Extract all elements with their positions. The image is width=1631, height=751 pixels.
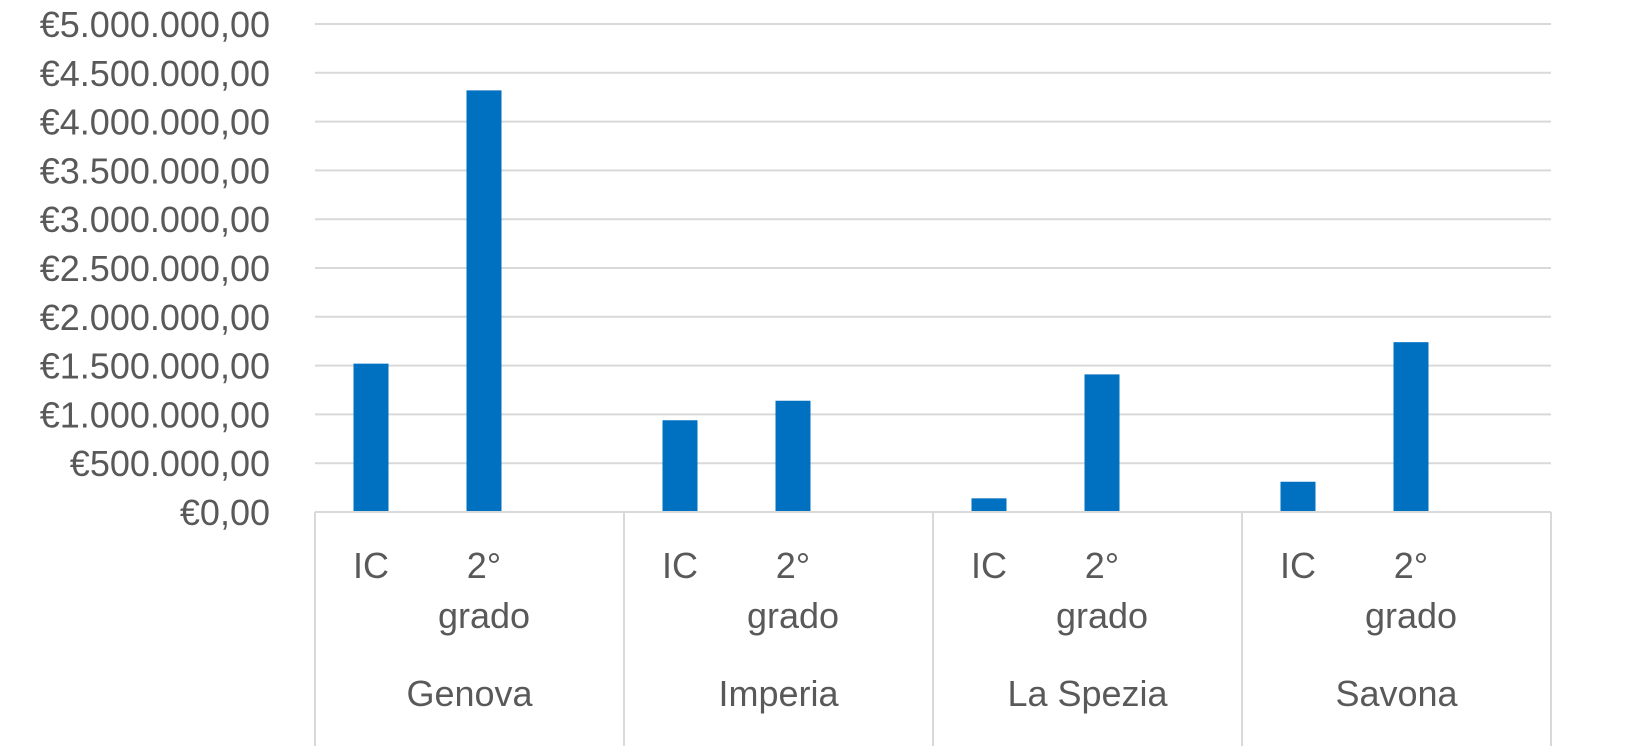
x-category-label: grado xyxy=(747,595,839,636)
bars xyxy=(353,90,1429,513)
x-category-label: IC xyxy=(1280,545,1316,586)
x-group-label: Imperia xyxy=(718,673,839,714)
x-category-label: grado xyxy=(1365,595,1457,636)
x-category-label: 2° xyxy=(467,545,501,586)
bar-la-spezia-ic xyxy=(971,498,1007,512)
y-tick-label: €3.000.000,00 xyxy=(40,199,270,240)
y-tick-label: €1.500.000,00 xyxy=(40,346,270,387)
bar-genova-2-grado xyxy=(466,90,502,513)
y-tick-label: €2.000.000,00 xyxy=(40,297,270,338)
bar-genova-ic xyxy=(353,363,389,512)
x-category-label: IC xyxy=(353,545,389,586)
x-category-label: 2° xyxy=(1085,545,1119,586)
x-category-label: 2° xyxy=(776,545,810,586)
x-category-label: grado xyxy=(438,595,530,636)
x-axis-structure xyxy=(314,511,1552,746)
bar-savona-2-grado xyxy=(1393,342,1429,512)
y-tick-label: €4.000.000,00 xyxy=(40,102,270,143)
bar-imperia-2-grado xyxy=(775,400,811,512)
x-axis-category-labels: IC 2° grado Genova IC 2° grado Imperia IC 2° grado… xyxy=(353,545,1459,714)
y-tick-label: €0,00 xyxy=(180,492,270,533)
x-category-label: grado xyxy=(1056,595,1148,636)
x-group-label: Genova xyxy=(406,673,533,714)
y-tick-label: €5.000.000,00 xyxy=(40,4,270,45)
x-category-label: IC xyxy=(662,545,698,586)
x-group-label: Savona xyxy=(1335,673,1458,714)
x-category-label: 2° xyxy=(1394,545,1428,586)
bar-la-spezia-2-grado xyxy=(1084,374,1120,512)
x-group-label: La Spezia xyxy=(1007,673,1168,714)
y-tick-label: €3.500.000,00 xyxy=(40,150,270,191)
y-tick-label: €1.000.000,00 xyxy=(40,394,270,435)
x-category-label: IC xyxy=(971,545,1007,586)
y-axis-tick-labels: €0,00 €500.000,00 €1.000.000,00 €1.500.000,… xyxy=(40,4,270,533)
y-tick-label: €4.500.000,00 xyxy=(40,53,270,94)
bar-imperia-ic xyxy=(662,420,698,512)
bar-savona-ic xyxy=(1280,481,1316,512)
y-tick-label: €2.500.000,00 xyxy=(40,248,270,289)
gridlines xyxy=(315,23,1551,513)
y-tick-label: €500.000,00 xyxy=(70,443,270,484)
